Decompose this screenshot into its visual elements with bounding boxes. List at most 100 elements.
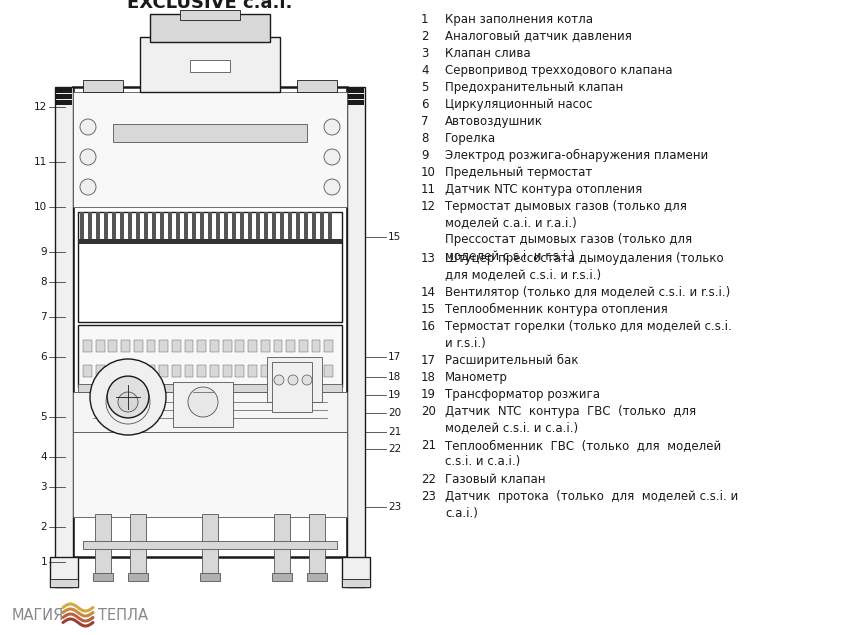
- Text: 8: 8: [41, 277, 47, 287]
- Text: 13: 13: [421, 252, 436, 265]
- Bar: [168, 212, 172, 242]
- Bar: [198, 340, 206, 352]
- Circle shape: [90, 359, 166, 435]
- Bar: [130, 514, 146, 579]
- Bar: [256, 212, 260, 242]
- Circle shape: [324, 119, 340, 135]
- Bar: [274, 340, 282, 352]
- Bar: [147, 340, 155, 352]
- Bar: [297, 80, 337, 92]
- Bar: [192, 212, 196, 242]
- Text: 7: 7: [41, 312, 47, 322]
- Bar: [348, 100, 364, 105]
- Bar: [83, 541, 337, 549]
- Text: Горелка: Горелка: [445, 132, 496, 145]
- Bar: [144, 212, 148, 242]
- Text: 5: 5: [421, 81, 428, 94]
- Text: 19: 19: [388, 390, 401, 400]
- Bar: [312, 212, 316, 242]
- Bar: [210, 365, 219, 377]
- Bar: [240, 212, 244, 242]
- Bar: [274, 365, 282, 377]
- Bar: [136, 212, 140, 242]
- Text: Газовый клапан: Газовый клапан: [445, 473, 545, 486]
- Bar: [173, 382, 233, 427]
- Text: ТЕПЛА: ТЕПЛА: [98, 608, 148, 622]
- Circle shape: [80, 149, 96, 165]
- Text: Циркуляционный насос: Циркуляционный насос: [445, 98, 593, 111]
- Text: 17: 17: [421, 354, 436, 367]
- Bar: [236, 365, 244, 377]
- Text: 10: 10: [34, 202, 47, 212]
- Bar: [248, 340, 257, 352]
- Circle shape: [80, 179, 96, 195]
- Bar: [172, 365, 181, 377]
- Text: 15: 15: [421, 303, 436, 316]
- Bar: [208, 212, 212, 242]
- Text: Сервопривод трехходового клапана: Сервопривод трехходового клапана: [445, 64, 672, 77]
- Bar: [298, 365, 308, 377]
- Text: 5: 5: [41, 412, 47, 422]
- Text: 3: 3: [421, 47, 428, 60]
- Bar: [109, 365, 117, 377]
- Bar: [224, 212, 228, 242]
- Text: 7: 7: [421, 115, 428, 128]
- Text: 21: 21: [388, 427, 401, 437]
- Text: Термостат горелки (только для моделей c.s.i.
и r.s.i.): Термостат горелки (только для моделей c.…: [445, 320, 732, 349]
- Bar: [172, 340, 181, 352]
- Circle shape: [107, 376, 149, 418]
- Text: Автовоздушник: Автовоздушник: [445, 115, 543, 128]
- Text: 2: 2: [421, 30, 428, 43]
- Text: 23: 23: [388, 502, 401, 512]
- Text: Трансформатор розжига: Трансформатор розжига: [445, 388, 600, 401]
- Bar: [286, 365, 295, 377]
- Bar: [160, 212, 164, 242]
- Text: 19: 19: [421, 388, 436, 401]
- Bar: [202, 514, 218, 579]
- Bar: [73, 92, 347, 207]
- Text: Штуцер прессостата дымоудаления (только
для моделей c.s.i. и r.s.i.): Штуцер прессостата дымоудаления (только …: [445, 252, 723, 281]
- Bar: [96, 340, 104, 352]
- Bar: [134, 340, 142, 352]
- Bar: [128, 212, 132, 242]
- Bar: [261, 365, 270, 377]
- Bar: [185, 340, 193, 352]
- Circle shape: [80, 119, 96, 135]
- Text: 16: 16: [421, 320, 436, 333]
- Bar: [311, 340, 321, 352]
- Circle shape: [324, 179, 340, 195]
- Bar: [112, 212, 116, 242]
- Bar: [210, 340, 219, 352]
- Bar: [152, 212, 156, 242]
- Text: 11: 11: [421, 183, 436, 196]
- Bar: [198, 365, 206, 377]
- Bar: [348, 88, 364, 93]
- Bar: [80, 212, 84, 242]
- Bar: [50, 579, 78, 587]
- Bar: [342, 557, 370, 587]
- Bar: [328, 212, 332, 242]
- Text: 6: 6: [421, 98, 428, 111]
- Bar: [307, 573, 327, 581]
- Bar: [120, 212, 124, 242]
- Text: 11: 11: [34, 157, 47, 167]
- Circle shape: [106, 380, 150, 424]
- Bar: [83, 80, 123, 92]
- Bar: [264, 212, 268, 242]
- Bar: [150, 14, 270, 42]
- Text: 22: 22: [388, 444, 401, 454]
- Text: Электрод розжига-обнаружения пламени: Электрод розжига-обнаружения пламени: [445, 149, 708, 162]
- Bar: [128, 573, 148, 581]
- Circle shape: [324, 149, 340, 165]
- Bar: [342, 579, 370, 587]
- Bar: [55, 87, 73, 587]
- Bar: [159, 365, 168, 377]
- Bar: [83, 365, 92, 377]
- Bar: [88, 212, 92, 242]
- Bar: [147, 365, 155, 377]
- Circle shape: [188, 387, 218, 417]
- Bar: [113, 124, 307, 142]
- Text: Датчик  протока  (только  для  моделей c.s.i. и
c.a.i.): Датчик протока (только для моделей c.s.i…: [445, 490, 739, 519]
- Text: Теплообменник контура отопления: Теплообменник контура отопления: [445, 303, 667, 316]
- Text: МАГИЯ: МАГИЯ: [12, 608, 64, 622]
